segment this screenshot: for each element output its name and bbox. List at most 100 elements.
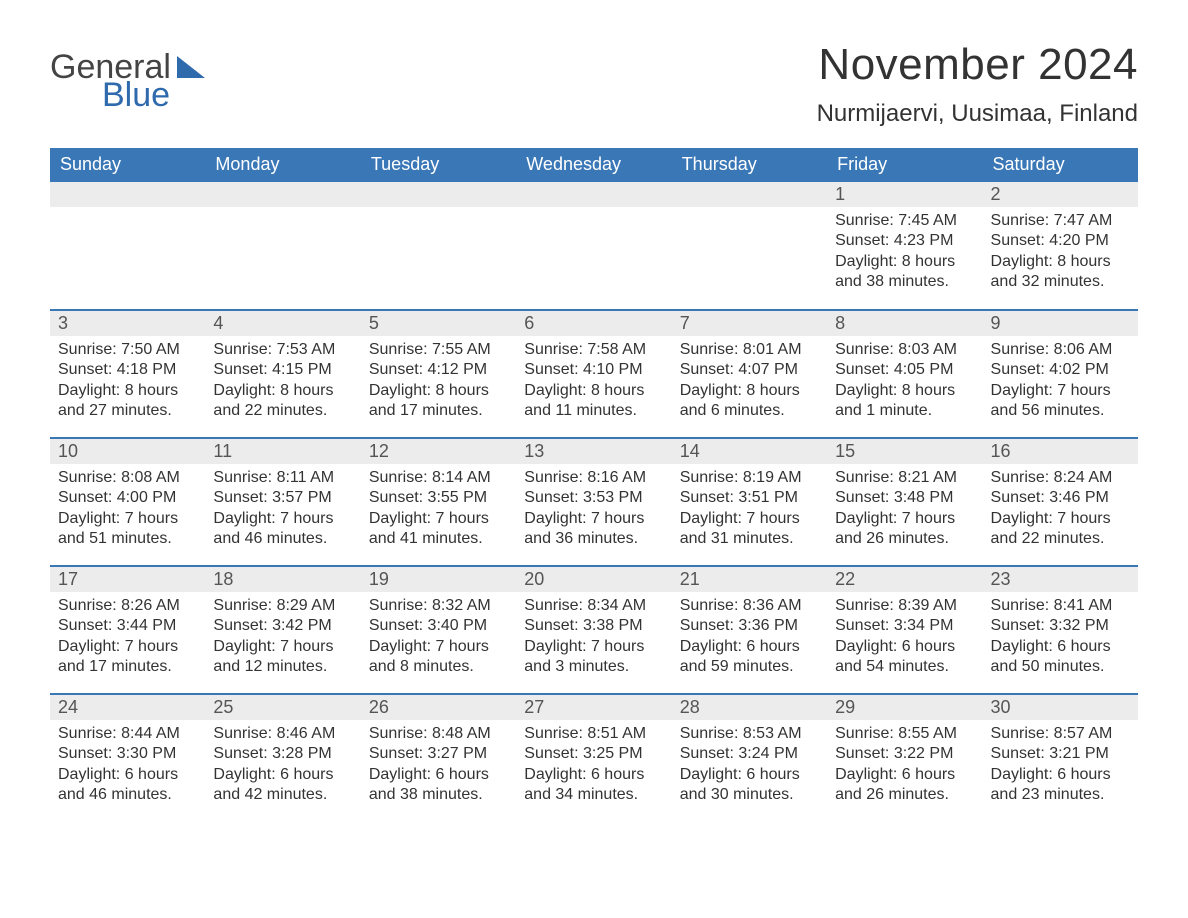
daylight-line-1: Daylight: 6 hours: [680, 637, 819, 657]
sunrise-line: Sunrise: 8:44 AM: [58, 724, 197, 744]
sunset-line: Sunset: 4:10 PM: [524, 360, 663, 380]
sunset-line: Sunset: 4:02 PM: [991, 360, 1130, 380]
calendar-cell: 28Sunrise: 8:53 AMSunset: 3:24 PMDayligh…: [672, 694, 827, 822]
sunset-line: Sunset: 4:07 PM: [680, 360, 819, 380]
daylight-line-1: Daylight: 8 hours: [835, 381, 974, 401]
day-number: 24: [50, 695, 205, 720]
brand-text-blue: Blue: [102, 78, 171, 112]
day-details: Sunrise: 8:41 AMSunset: 3:32 PMDaylight:…: [983, 592, 1138, 682]
day-details: Sunrise: 8:01 AMSunset: 4:07 PMDaylight:…: [672, 336, 827, 426]
calendar-week-row: 24Sunrise: 8:44 AMSunset: 3:30 PMDayligh…: [50, 694, 1138, 822]
day-details: Sunrise: 7:55 AMSunset: 4:12 PMDaylight:…: [361, 336, 516, 426]
day-details: Sunrise: 8:44 AMSunset: 3:30 PMDaylight:…: [50, 720, 205, 810]
calendar-cell: 18Sunrise: 8:29 AMSunset: 3:42 PMDayligh…: [205, 566, 360, 694]
daylight-line-2: and 46 minutes.: [213, 529, 352, 549]
sunrise-line: Sunrise: 8:29 AM: [213, 596, 352, 616]
sunset-line: Sunset: 3:32 PM: [991, 616, 1130, 636]
daylight-line-2: and 8 minutes.: [369, 657, 508, 677]
daylight-line-1: Daylight: 8 hours: [58, 381, 197, 401]
sunrise-line: Sunrise: 8:16 AM: [524, 468, 663, 488]
sunrise-line: Sunrise: 8:21 AM: [835, 468, 974, 488]
sunrise-line: Sunrise: 8:11 AM: [213, 468, 352, 488]
day-details: Sunrise: 8:29 AMSunset: 3:42 PMDaylight:…: [205, 592, 360, 682]
location-label: Nurmijaervi, Uusimaa, Finland: [817, 100, 1138, 128]
day-number: [516, 182, 671, 207]
daylight-line-2: and 34 minutes.: [524, 785, 663, 805]
sunrise-line: Sunrise: 8:39 AM: [835, 596, 974, 616]
daylight-line-2: and 11 minutes.: [524, 401, 663, 421]
daylight-line-2: and 46 minutes.: [58, 785, 197, 805]
day-number: 12: [361, 439, 516, 464]
day-number: 6: [516, 311, 671, 336]
daylight-line-1: Daylight: 7 hours: [524, 509, 663, 529]
daylight-line-1: Daylight: 6 hours: [680, 765, 819, 785]
day-details: Sunrise: 8:34 AMSunset: 3:38 PMDaylight:…: [516, 592, 671, 682]
day-details: Sunrise: 8:46 AMSunset: 3:28 PMDaylight:…: [205, 720, 360, 810]
weekday-header: Thursday: [672, 148, 827, 182]
sunset-line: Sunset: 4:15 PM: [213, 360, 352, 380]
calendar-cell: 22Sunrise: 8:39 AMSunset: 3:34 PMDayligh…: [827, 566, 982, 694]
sunset-line: Sunset: 3:27 PM: [369, 744, 508, 764]
day-details: Sunrise: 8:57 AMSunset: 3:21 PMDaylight:…: [983, 720, 1138, 810]
daylight-line-2: and 51 minutes.: [58, 529, 197, 549]
calendar-cell: 23Sunrise: 8:41 AMSunset: 3:32 PMDayligh…: [983, 566, 1138, 694]
calendar-page: General Blue November 2024 Nurmijaervi, …: [0, 0, 1188, 852]
sunrise-line: Sunrise: 8:53 AM: [680, 724, 819, 744]
daylight-line-1: Daylight: 6 hours: [213, 765, 352, 785]
calendar-cell: [205, 182, 360, 310]
day-number: 5: [361, 311, 516, 336]
sunset-line: Sunset: 4:00 PM: [58, 488, 197, 508]
calendar-cell: [516, 182, 671, 310]
day-number: 21: [672, 567, 827, 592]
daylight-line-1: Daylight: 8 hours: [213, 381, 352, 401]
daylight-line-1: Daylight: 8 hours: [835, 252, 974, 272]
day-details: Sunrise: 7:53 AMSunset: 4:15 PMDaylight:…: [205, 336, 360, 426]
brand-sail-icon: [177, 56, 205, 78]
daylight-line-1: Daylight: 6 hours: [835, 765, 974, 785]
weekday-header: Sunday: [50, 148, 205, 182]
calendar-cell: 15Sunrise: 8:21 AMSunset: 3:48 PMDayligh…: [827, 438, 982, 566]
sunrise-line: Sunrise: 8:32 AM: [369, 596, 508, 616]
calendar-header-row: Sunday Monday Tuesday Wednesday Thursday…: [50, 148, 1138, 182]
calendar-cell: 13Sunrise: 8:16 AMSunset: 3:53 PMDayligh…: [516, 438, 671, 566]
day-number: [205, 182, 360, 207]
day-number: 1: [827, 182, 982, 207]
day-number: 9: [983, 311, 1138, 336]
daylight-line-1: Daylight: 7 hours: [58, 509, 197, 529]
calendar-cell: 29Sunrise: 8:55 AMSunset: 3:22 PMDayligh…: [827, 694, 982, 822]
day-number: 17: [50, 567, 205, 592]
calendar-cell: 3Sunrise: 7:50 AMSunset: 4:18 PMDaylight…: [50, 310, 205, 438]
daylight-line-1: Daylight: 8 hours: [524, 381, 663, 401]
sunrise-line: Sunrise: 7:55 AM: [369, 340, 508, 360]
daylight-line-1: Daylight: 7 hours: [369, 509, 508, 529]
calendar-cell: 2Sunrise: 7:47 AMSunset: 4:20 PMDaylight…: [983, 182, 1138, 310]
day-details: Sunrise: 8:19 AMSunset: 3:51 PMDaylight:…: [672, 464, 827, 554]
calendar-table: Sunday Monday Tuesday Wednesday Thursday…: [50, 148, 1138, 822]
day-number: [672, 182, 827, 207]
sunset-line: Sunset: 3:53 PM: [524, 488, 663, 508]
calendar-cell: [361, 182, 516, 310]
day-details: Sunrise: 8:08 AMSunset: 4:00 PMDaylight:…: [50, 464, 205, 554]
day-number: 4: [205, 311, 360, 336]
day-details: Sunrise: 7:45 AMSunset: 4:23 PMDaylight:…: [827, 207, 982, 297]
day-details: Sunrise: 8:06 AMSunset: 4:02 PMDaylight:…: [983, 336, 1138, 426]
day-details: Sunrise: 8:24 AMSunset: 3:46 PMDaylight:…: [983, 464, 1138, 554]
sunrise-line: Sunrise: 8:41 AM: [991, 596, 1130, 616]
sunrise-line: Sunrise: 7:53 AM: [213, 340, 352, 360]
sunrise-line: Sunrise: 8:36 AM: [680, 596, 819, 616]
calendar-cell: 27Sunrise: 8:51 AMSunset: 3:25 PMDayligh…: [516, 694, 671, 822]
calendar-cell: 19Sunrise: 8:32 AMSunset: 3:40 PMDayligh…: [361, 566, 516, 694]
daylight-line-2: and 27 minutes.: [58, 401, 197, 421]
daylight-line-1: Daylight: 7 hours: [524, 637, 663, 657]
day-number: 27: [516, 695, 671, 720]
daylight-line-1: Daylight: 8 hours: [369, 381, 508, 401]
daylight-line-2: and 50 minutes.: [991, 657, 1130, 677]
weekday-header: Monday: [205, 148, 360, 182]
day-details: Sunrise: 8:11 AMSunset: 3:57 PMDaylight:…: [205, 464, 360, 554]
calendar-cell: 5Sunrise: 7:55 AMSunset: 4:12 PMDaylight…: [361, 310, 516, 438]
day-number: 14: [672, 439, 827, 464]
day-number: 18: [205, 567, 360, 592]
day-details: Sunrise: 8:26 AMSunset: 3:44 PMDaylight:…: [50, 592, 205, 682]
calendar-cell: 11Sunrise: 8:11 AMSunset: 3:57 PMDayligh…: [205, 438, 360, 566]
calendar-week-row: 1Sunrise: 7:45 AMSunset: 4:23 PMDaylight…: [50, 182, 1138, 310]
